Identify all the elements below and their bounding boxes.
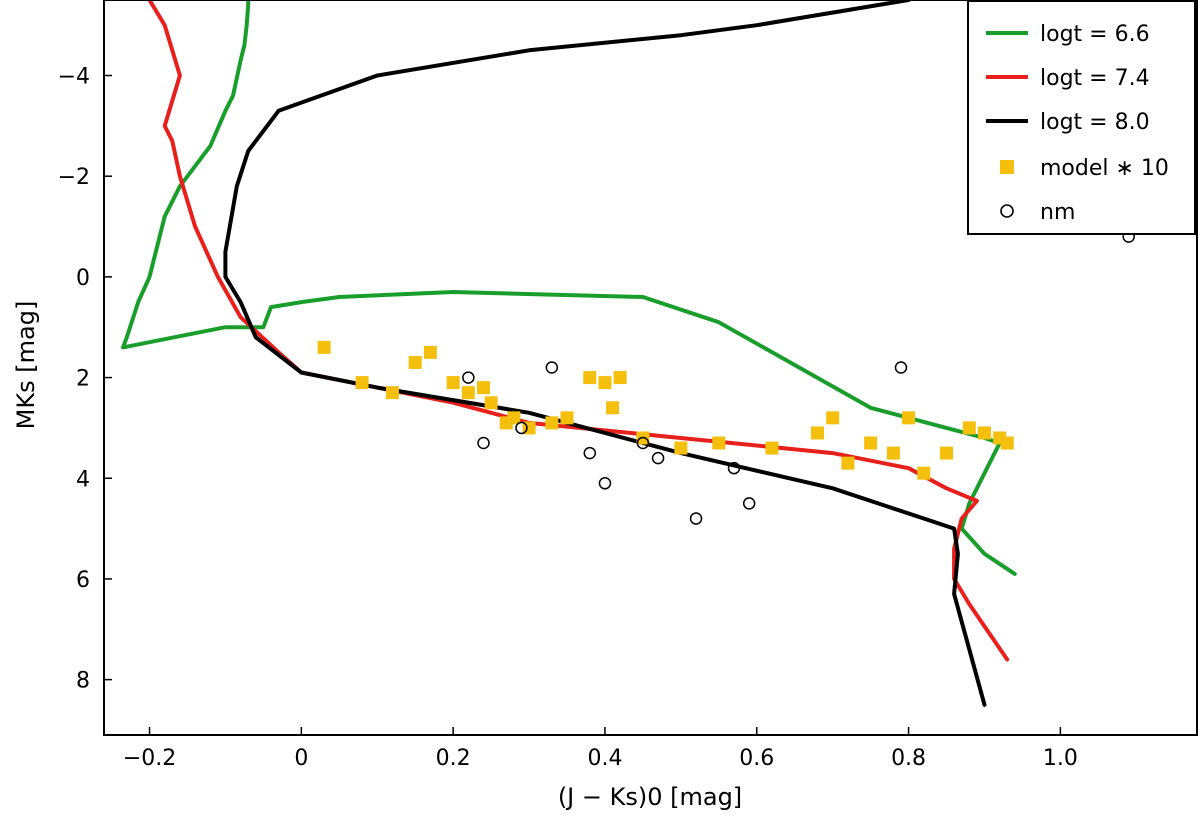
model-point <box>902 411 916 425</box>
legend-label-nm: nm <box>1040 200 1075 225</box>
model-point <box>446 376 460 390</box>
model-point <box>598 376 612 390</box>
legend-label-black: logt = 8.0 <box>1040 110 1150 135</box>
nm-point <box>651 451 665 465</box>
model-point <box>886 446 900 460</box>
model-point <box>765 441 779 455</box>
x-tick-label: 1.0 <box>1043 746 1078 771</box>
model-point <box>826 411 840 425</box>
model-point <box>355 376 369 390</box>
legend-box <box>967 0 1196 235</box>
ticks-layer: −0.2 0 0.2 0.4 0.6 0.8 1.0 −4 −2 0 2 4 6 8 <box>58 65 1078 771</box>
x-tick-label: 0.6 <box>739 746 774 771</box>
model-point <box>423 345 437 359</box>
nm-point <box>636 436 650 450</box>
model-point <box>917 466 931 480</box>
model-point <box>841 456 855 470</box>
y-tick-label: 2 <box>76 367 90 392</box>
model-point <box>545 416 559 430</box>
x-tick-label: 0.2 <box>436 746 471 771</box>
model-point <box>977 426 991 440</box>
nm-point <box>477 436 490 450</box>
model-point <box>712 436 726 450</box>
model-point <box>484 396 498 410</box>
plot-frame <box>103 0 1198 736</box>
y-tick-label: −4 <box>58 65 90 90</box>
model-point <box>477 381 491 395</box>
model-point <box>408 355 422 369</box>
legend-label-model: model ∗ 10 <box>1040 156 1169 181</box>
model-point <box>583 371 597 385</box>
y-tick-label: 6 <box>76 568 90 593</box>
series-line-2 <box>223 0 987 707</box>
model-point <box>1000 436 1014 450</box>
model-point <box>940 446 954 460</box>
series-layer <box>121 0 1135 707</box>
legend-label-red: logt = 7.4 <box>1040 66 1150 91</box>
model-point <box>674 441 688 455</box>
legend-label-green: logt = 6.6 <box>1040 22 1150 47</box>
model-point <box>613 371 627 385</box>
x-tick-label: −0.2 <box>123 746 176 771</box>
y-tick-label: 8 <box>76 669 90 694</box>
y-axis-label: MKs [mag] <box>12 301 40 430</box>
model-point <box>560 411 574 425</box>
y-tick-label: 4 <box>76 467 90 492</box>
nm-point <box>545 361 559 374</box>
model-point <box>317 340 331 354</box>
x-axis-label: (J − Ks)0 [mag] <box>558 783 742 811</box>
y-tick-label: 0 <box>76 266 90 291</box>
model-point <box>385 386 399 400</box>
model-point <box>864 436 878 450</box>
model-point <box>461 386 475 400</box>
y-tick-label: −2 <box>58 165 90 190</box>
x-tick-label: 0.4 <box>587 746 622 771</box>
nm-point <box>462 371 475 384</box>
legend-swatch-model <box>1000 160 1014 174</box>
nm-point <box>742 497 756 510</box>
legend: logt = 6.6 logt = 7.4 logt = 8.0 model ∗… <box>967 0 1196 235</box>
nm-point <box>598 477 612 490</box>
nm-point <box>727 461 741 475</box>
x-tick-label: 0.8 <box>891 746 926 771</box>
model-point <box>507 411 521 425</box>
model-point <box>810 426 824 440</box>
model-point <box>962 421 976 435</box>
nm-point <box>515 421 528 435</box>
model-point <box>606 401 620 415</box>
legend-swatch-nm <box>1000 204 1014 218</box>
nm-point <box>583 446 597 460</box>
nm-point <box>689 512 703 525</box>
series-line-0 <box>121 0 1017 576</box>
nm-point <box>894 361 908 374</box>
x-tick-label: 0 <box>294 746 308 771</box>
